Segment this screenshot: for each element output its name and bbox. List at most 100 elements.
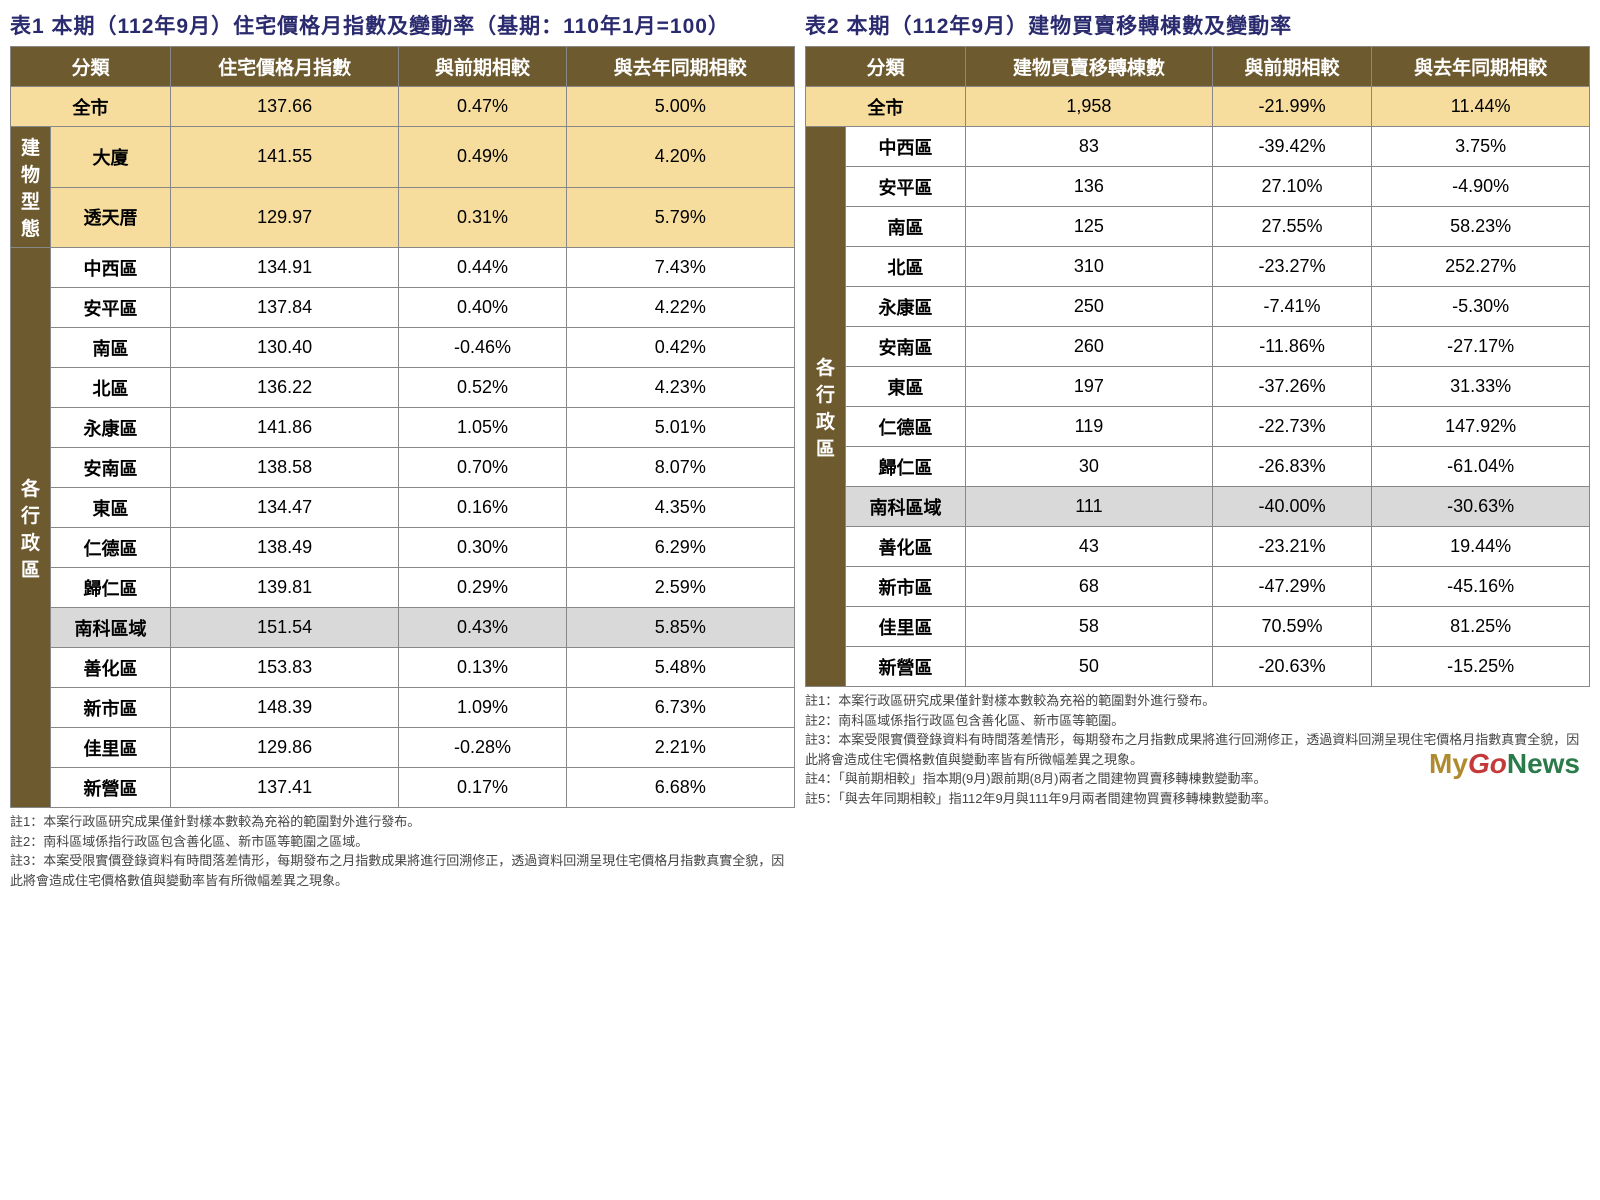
t1-district-row: 南區130.40-0.46%0.42% — [11, 328, 795, 368]
t1-district-v1: 134.47 — [171, 488, 399, 528]
t1-type-row: 建物型態大廈141.550.49%4.20% — [11, 127, 795, 188]
t1-district-v3: 0.42% — [566, 328, 794, 368]
t1-district-v1: 153.83 — [171, 648, 399, 688]
t2-district-v2: -20.63% — [1212, 647, 1371, 687]
table2-title: 表2 本期（112年9月）建物買賣移轉棟數及變動率 — [805, 10, 1590, 40]
t1-district-v2: 0.40% — [399, 288, 566, 328]
t1-district-label: 新市區 — [51, 688, 171, 728]
t2-district-label: 新市區 — [846, 567, 966, 607]
t1-district-label: 佳里區 — [51, 728, 171, 768]
t2-district-row: 永康區250-7.41%-5.30% — [806, 287, 1590, 327]
t2-district-row: 安南區260-11.86%-27.17% — [806, 327, 1590, 367]
t1-district-label: 善化區 — [51, 648, 171, 688]
t1-district-v1: 137.41 — [171, 768, 399, 808]
t2-district-v3: 58.23% — [1372, 207, 1590, 247]
t2-district-v1: 30 — [966, 447, 1213, 487]
t2-district-v1: 136 — [966, 167, 1213, 207]
t1-citywide-label: 全市 — [11, 87, 171, 127]
t2-district-v2: -47.29% — [1212, 567, 1371, 607]
t1-district-v1: 130.40 — [171, 328, 399, 368]
t2-district-v1: 111 — [966, 487, 1213, 527]
panel-table2: 表2 本期（112年9月）建物買賣移轉棟數及變動率 分類 建物買賣移轉棟數 與前… — [805, 10, 1590, 890]
t1-district-v2: 0.70% — [399, 448, 566, 488]
t1-district-row: 安南區138.580.70%8.07% — [11, 448, 795, 488]
t2-district-label: 中西區 — [846, 127, 966, 167]
t2-district-v2: -39.42% — [1212, 127, 1371, 167]
t2-district-v1: 260 — [966, 327, 1213, 367]
table2: 分類 建物買賣移轉棟數 與前期相較 與去年同期相較 全市 1,958 -21.9… — [805, 46, 1590, 687]
t1-district-v1: 129.86 — [171, 728, 399, 768]
t2-district-v3: 31.33% — [1372, 367, 1590, 407]
t1-district-v1: 138.58 — [171, 448, 399, 488]
t1-type-label: 大廈 — [51, 127, 171, 188]
table1-title: 表1 本期（112年9月）住宅價格月指數及變動率（基期：110年1月=100） — [10, 10, 795, 40]
t2-district-row: 善化區43-23.21%19.44% — [806, 527, 1590, 567]
t1-district-v1: 134.91 — [171, 248, 399, 288]
t2-district-v1: 50 — [966, 647, 1213, 687]
t1-hdr-c3: 與去年同期相較 — [566, 47, 794, 87]
t2-citywide-v1: 1,958 — [966, 87, 1213, 127]
note-line: 註3：本案受限實價登錄資料有時間落差情形，每期發布之月指數成果將進行回溯修正，透… — [10, 851, 795, 890]
note-line: 註5：「與去年同期相較」指112年9月與111年9月兩者間建物買賣移轉棟數變動率… — [805, 789, 1590, 809]
t1-district-row: 善化區153.830.13%5.48% — [11, 648, 795, 688]
t2-district-v3: -5.30% — [1372, 287, 1590, 327]
t1-district-v3: 6.29% — [566, 528, 794, 568]
table1-header-row: 分類 住宅價格月指數 與前期相較 與去年同期相較 — [11, 47, 795, 87]
t2-district-v3: -61.04% — [1372, 447, 1590, 487]
t1-type-row: 透天厝129.970.31%5.79% — [11, 187, 795, 248]
t1-district-group-label: 各行政區 — [11, 248, 51, 808]
t2-district-v1: 119 — [966, 407, 1213, 447]
t2-district-v1: 250 — [966, 287, 1213, 327]
t2-district-v3: -45.16% — [1372, 567, 1590, 607]
t2-citywide-row: 全市 1,958 -21.99% 11.44% — [806, 87, 1590, 127]
t2-district-label: 南區 — [846, 207, 966, 247]
t1-district-label: 中西區 — [51, 248, 171, 288]
t2-district-v3: -15.25% — [1372, 647, 1590, 687]
logo-my: My — [1429, 748, 1468, 779]
t1-district-v1: 141.86 — [171, 408, 399, 448]
t1-district-row: 東區134.470.16%4.35% — [11, 488, 795, 528]
t1-district-label: 歸仁區 — [51, 568, 171, 608]
t1-district-v3: 2.21% — [566, 728, 794, 768]
t2-district-v1: 310 — [966, 247, 1213, 287]
t2-hdr-c2: 與前期相較 — [1212, 47, 1371, 87]
t1-district-v3: 4.23% — [566, 368, 794, 408]
t1-type-v3: 5.79% — [566, 187, 794, 248]
t2-district-row: 新營區50-20.63%-15.25% — [806, 647, 1590, 687]
t2-district-v2: -26.83% — [1212, 447, 1371, 487]
t2-district-label: 佳里區 — [846, 607, 966, 647]
t1-type-v3: 4.20% — [566, 127, 794, 188]
t1-district-v3: 4.35% — [566, 488, 794, 528]
t1-district-row: 北區136.220.52%4.23% — [11, 368, 795, 408]
t1-district-v2: -0.46% — [399, 328, 566, 368]
note-line: 註1：本案行政區研究成果僅針對樣本數較為充裕的範圍對外進行發布。 — [10, 812, 795, 832]
t2-district-label: 北區 — [846, 247, 966, 287]
t2-district-v1: 58 — [966, 607, 1213, 647]
t1-district-label: 安南區 — [51, 448, 171, 488]
t2-citywide-label: 全市 — [806, 87, 966, 127]
logo-go: Go — [1468, 748, 1507, 779]
t2-district-row: 東區197-37.26%31.33% — [806, 367, 1590, 407]
t2-district-v2: -23.21% — [1212, 527, 1371, 567]
t2-district-row: 北區310-23.27%252.27% — [806, 247, 1590, 287]
t1-district-v1: 136.22 — [171, 368, 399, 408]
t2-district-label: 南科區域 — [846, 487, 966, 527]
t2-district-label: 歸仁區 — [846, 447, 966, 487]
t2-district-v2: -37.26% — [1212, 367, 1371, 407]
t1-district-label: 永康區 — [51, 408, 171, 448]
t1-type-label: 透天厝 — [51, 187, 171, 248]
t2-district-v2: -11.86% — [1212, 327, 1371, 367]
t1-district-v2: 1.05% — [399, 408, 566, 448]
t1-district-v3: 5.85% — [566, 608, 794, 648]
t1-type-group-label: 建物型態 — [11, 127, 51, 248]
t1-hdr-c2: 與前期相較 — [399, 47, 566, 87]
t1-district-v2: 0.13% — [399, 648, 566, 688]
table1: 分類 住宅價格月指數 與前期相較 與去年同期相較 全市 137.66 0.47%… — [10, 46, 795, 808]
t1-district-label: 北區 — [51, 368, 171, 408]
t2-district-v2: -22.73% — [1212, 407, 1371, 447]
t1-district-label: 南科區域 — [51, 608, 171, 648]
t1-district-row: 新市區148.391.09%6.73% — [11, 688, 795, 728]
t1-district-label: 安平區 — [51, 288, 171, 328]
t2-district-label: 善化區 — [846, 527, 966, 567]
t1-district-label: 東區 — [51, 488, 171, 528]
